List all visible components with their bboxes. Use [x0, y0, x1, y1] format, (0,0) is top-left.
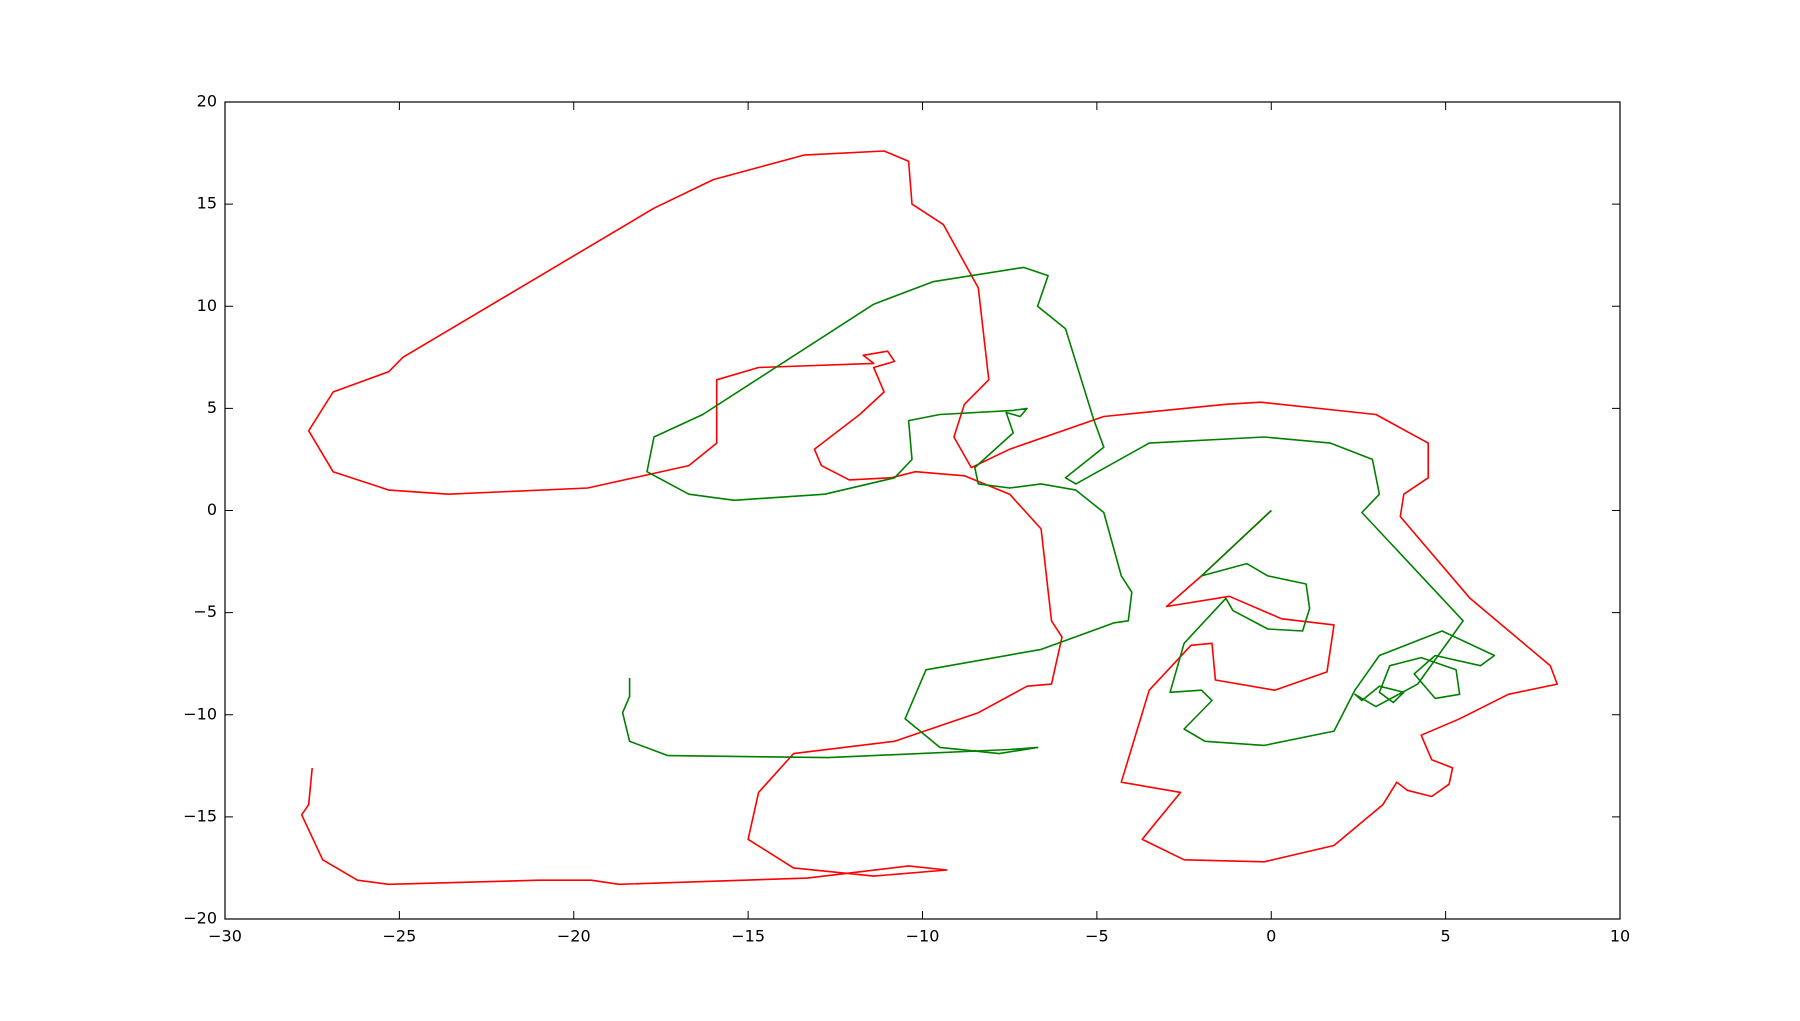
x-tick-label: −25 [382, 927, 416, 946]
x-tick-label: −10 [906, 927, 940, 946]
y-tick-label: −10 [183, 704, 217, 723]
x-tick-label: 0 [1266, 927, 1276, 946]
y-tick-label: 0 [207, 500, 217, 519]
y-tick-label: 20 [197, 92, 217, 111]
trajectory-line [621, 266, 1496, 759]
x-tick-label: −30 [208, 927, 242, 946]
x-tick-label: −15 [731, 927, 765, 946]
x-tick-label: 5 [1441, 927, 1451, 946]
y-tick-label: 15 [197, 194, 217, 213]
x-tick-label: −5 [1085, 927, 1109, 946]
y-tick-label: −20 [183, 909, 217, 928]
y-tick-label: −15 [183, 806, 217, 825]
x-tick-label: −20 [557, 927, 591, 946]
y-tick-label: −5 [193, 602, 217, 621]
plot-area [300, 150, 1558, 886]
y-tick-label: 10 [197, 296, 217, 315]
x-tick-label: 10 [1610, 927, 1630, 946]
trajectory-line [300, 150, 1558, 886]
y-tick-label: 5 [207, 398, 217, 417]
